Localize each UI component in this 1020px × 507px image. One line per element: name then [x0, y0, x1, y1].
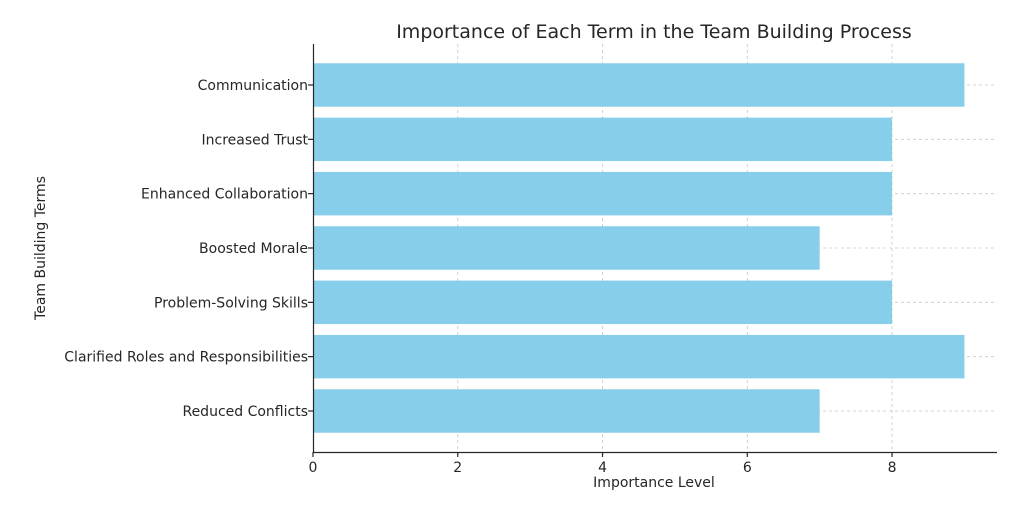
category-label: Communication — [198, 78, 308, 94]
x-tick-label: 4 — [598, 460, 607, 476]
y-axis-title: Team Building Terms — [33, 176, 49, 321]
category-label: Boosted Morale — [199, 241, 308, 257]
bar — [313, 117, 893, 162]
x-tick-label: 8 — [888, 460, 897, 476]
category-label: Clarified Roles and Responsibilities — [64, 350, 308, 366]
category-label: Increased Trust — [202, 132, 309, 148]
bar — [313, 171, 893, 216]
x-ticks: 0 2 4 6 8 — [309, 452, 897, 476]
bar — [313, 280, 893, 325]
y-ticks: Communication Increased Trust Enhanced Col… — [64, 78, 313, 420]
bar — [313, 63, 965, 107]
x-axis-title: Importance Level — [593, 475, 715, 491]
category-label: Enhanced Collaboration — [141, 187, 308, 203]
category-label: Problem-Solving Skills — [154, 295, 308, 311]
bar — [313, 389, 820, 433]
bar — [313, 226, 820, 270]
chart-title: Importance of Each Term in the Team Buil… — [396, 21, 912, 43]
x-tick-label: 0 — [309, 460, 318, 476]
x-tick-label: 6 — [743, 460, 752, 476]
x-tick-label: 2 — [453, 460, 462, 476]
axes — [312, 44, 997, 454]
bars — [313, 63, 965, 433]
category-label: Reduced Conflicts — [182, 404, 308, 420]
bar — [313, 334, 965, 379]
